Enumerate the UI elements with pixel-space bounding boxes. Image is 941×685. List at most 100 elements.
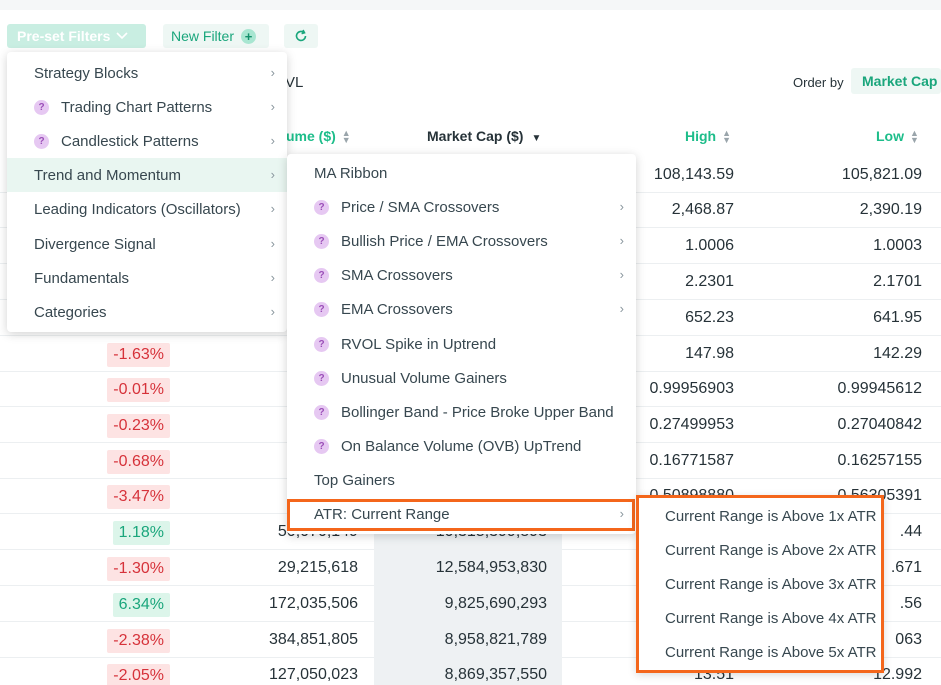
- menu-item-fundamentals[interactable]: Fundamentals ›: [7, 261, 287, 295]
- market-cap-cell-bg: [374, 586, 562, 622]
- preset-filters-button[interactable]: Pre-set Filters: [7, 24, 146, 48]
- submenu-item-label: ATR: Current Range: [314, 505, 450, 523]
- change-badge: -0.68%: [107, 450, 170, 474]
- refresh-icon: [295, 29, 307, 42]
- table-row[interactable]: -2.05% 127,050,023 8,869,357,550 13.51 12.99…: [0, 657, 941, 685]
- order-by-label: Order by: [793, 75, 844, 90]
- menu-item-trend-and-momentum[interactable]: Trend and Momentum ›: [7, 158, 287, 192]
- menu-item-label: Candlestick Patterns: [61, 132, 199, 150]
- atr-option-3x[interactable]: Current Range is Above 3x ATR: [665, 576, 877, 593]
- chevron-down-icon: [116, 32, 128, 40]
- menu-item-candlestick-patterns[interactable]: ? Candlestick Patterns ›: [7, 124, 287, 158]
- order-by-select[interactable]: Market Cap: [851, 68, 941, 94]
- new-filter-button[interactable]: New Filter +: [163, 24, 269, 48]
- chevron-right-icon: ›: [270, 133, 275, 148]
- table-row[interactable]: -1.30% 29,215,618 12,584,953,830 .671: [0, 550, 941, 586]
- chevron-right-icon: ›: [619, 267, 624, 282]
- chevron-right-icon: ›: [270, 201, 275, 216]
- volume-cell: 172,035,506: [269, 595, 358, 612]
- market-cap-column-header[interactable]: Market Cap ($) ▼: [427, 128, 541, 144]
- chevron-right-icon: ›: [270, 65, 275, 80]
- help-icon: ?: [314, 199, 329, 215]
- submenu-item-unusual-volume-gainers[interactable]: ? Unusual Volume Gainers: [287, 361, 636, 395]
- help-icon: ?: [314, 301, 329, 317]
- submenu-item-label: On Balance Volume (OVB) UpTrend: [341, 437, 582, 455]
- menu-item-strategy-blocks[interactable]: Strategy Blocks ›: [7, 56, 287, 90]
- market-cap-cell: 12,584,953,830: [435, 559, 547, 576]
- help-icon: ?: [314, 336, 329, 352]
- submenu-item-on-balance-volume-ovb-uptrend[interactable]: ? On Balance Volume (OVB) UpTrend: [287, 429, 636, 463]
- low-cell: 063: [895, 631, 922, 648]
- submenu-item-label: SMA Crossovers: [341, 266, 453, 284]
- table-row[interactable]: 6.34% 172,035,506 9,825,690,293 .56: [0, 586, 941, 622]
- submenu-item-ema-crossovers[interactable]: ? EMA Crossovers ›: [287, 292, 636, 326]
- menu-item-label: Leading Indicators (Oscillators): [34, 200, 241, 218]
- market-cap-cell: 9,825,690,293: [444, 595, 547, 612]
- refresh-button[interactable]: [284, 24, 318, 48]
- high-column-header[interactable]: High ▲ ▼: [685, 128, 732, 146]
- chevron-right-icon: ›: [270, 167, 275, 182]
- atr-option-1x[interactable]: Current Range is Above 1x ATR: [665, 508, 877, 525]
- sort-icon: ▲ ▼: [341, 128, 351, 146]
- submenu-item-bollinger-band-price-broke-upper-band[interactable]: ? Bollinger Band - Price Broke Upper Band: [287, 395, 636, 429]
- help-icon: ?: [34, 133, 49, 149]
- atr-option-5x[interactable]: Current Range is Above 5x ATR: [665, 644, 877, 661]
- submenu-item-rvol-spike-in-uptrend[interactable]: ? RVOL Spike in Uptrend: [287, 327, 636, 361]
- menu-item-divergence-signal[interactable]: Divergence Signal ›: [7, 227, 287, 261]
- high-header-label: High: [685, 128, 717, 144]
- low-cell: 0.27040842: [837, 416, 922, 433]
- submenu-item-atr-current-range[interactable]: ATR: Current Range ›: [287, 497, 636, 531]
- help-icon: ?: [314, 404, 329, 420]
- volume-cell: 127,050,023: [269, 666, 358, 683]
- high-cell: 2.2301: [685, 273, 734, 290]
- menu-item-trading-chart-patterns[interactable]: ? Trading Chart Patterns ›: [7, 90, 287, 124]
- submenu-item-top-gainers[interactable]: Top Gainers: [287, 463, 636, 497]
- menu-item-leading-indicators-oscillators[interactable]: Leading Indicators (Oscillators) ›: [7, 192, 287, 226]
- volume-column-header[interactable]: ume ($) ▲ ▼: [286, 128, 351, 146]
- low-cell: 641.95: [873, 309, 922, 326]
- menu-item-label: Categories: [34, 303, 107, 321]
- atr-option-4x[interactable]: Current Range is Above 4x ATR: [665, 610, 877, 627]
- partial-header-text: VL: [285, 74, 304, 91]
- high-cell: 0.27499953: [649, 416, 734, 433]
- submenu-item-ma-ribbon[interactable]: MA Ribbon: [287, 156, 636, 190]
- help-icon: ?: [314, 233, 329, 249]
- sort-icon: ▲ ▼: [722, 128, 732, 146]
- help-icon: ?: [34, 99, 49, 115]
- low-column-header[interactable]: Low ▲ ▼: [876, 128, 919, 145]
- menu-item-categories[interactable]: Categories ›: [7, 295, 287, 329]
- preset-filters-label: Pre-set Filters: [17, 28, 111, 44]
- preset-filters-menu: Strategy Blocks › ? Trading Chart Patterns ›…: [7, 52, 287, 332]
- submenu-item-price-sma-crossovers[interactable]: ? Price / SMA Crossovers ›: [287, 190, 636, 224]
- low-header-label: Low: [876, 128, 904, 144]
- market-cap-cell-bg: [374, 550, 562, 586]
- plus-icon: +: [241, 28, 257, 44]
- change-badge: -2.38%: [107, 629, 170, 653]
- low-cell: 0.99945612: [837, 380, 922, 397]
- high-cell: 652.23: [685, 309, 734, 326]
- change-badge: 6.34%: [112, 593, 170, 617]
- change-badge: 1.18%: [112, 521, 170, 545]
- submenu-item-label: Bullish Price / EMA Crossovers: [341, 232, 548, 250]
- chevron-right-icon: ›: [619, 506, 624, 521]
- menu-item-label: Strategy Blocks: [34, 64, 139, 82]
- submenu-item-bullish-price-ema-crossovers[interactable]: ? Bullish Price / EMA Crossovers ›: [287, 224, 636, 258]
- submenu-item-sma-crossovers[interactable]: ? SMA Crossovers ›: [287, 258, 636, 292]
- top-strip: [0, 0, 941, 10]
- change-badge: -0.23%: [107, 414, 170, 438]
- market-cap-cell: 8,958,821,789: [444, 631, 547, 648]
- market-cap-cell-bg: [374, 622, 562, 658]
- low-cell: 105,821.09: [841, 166, 922, 183]
- change-badge: -1.63%: [107, 343, 170, 367]
- atr-option-2x[interactable]: Current Range is Above 2x ATR: [665, 542, 877, 559]
- low-cell: 1.0003: [873, 237, 922, 254]
- menu-item-label: Trend and Momentum: [34, 166, 182, 184]
- help-icon: ?: [314, 438, 329, 454]
- chevron-right-icon: ›: [270, 304, 275, 319]
- volume-header-label: ume ($): [286, 128, 336, 144]
- high-cell: 1.0006: [685, 237, 734, 254]
- chevron-right-icon: ›: [270, 270, 275, 285]
- submenu-item-label: Price / SMA Crossovers: [341, 198, 500, 216]
- volume-cell: 384,851,805: [269, 631, 358, 648]
